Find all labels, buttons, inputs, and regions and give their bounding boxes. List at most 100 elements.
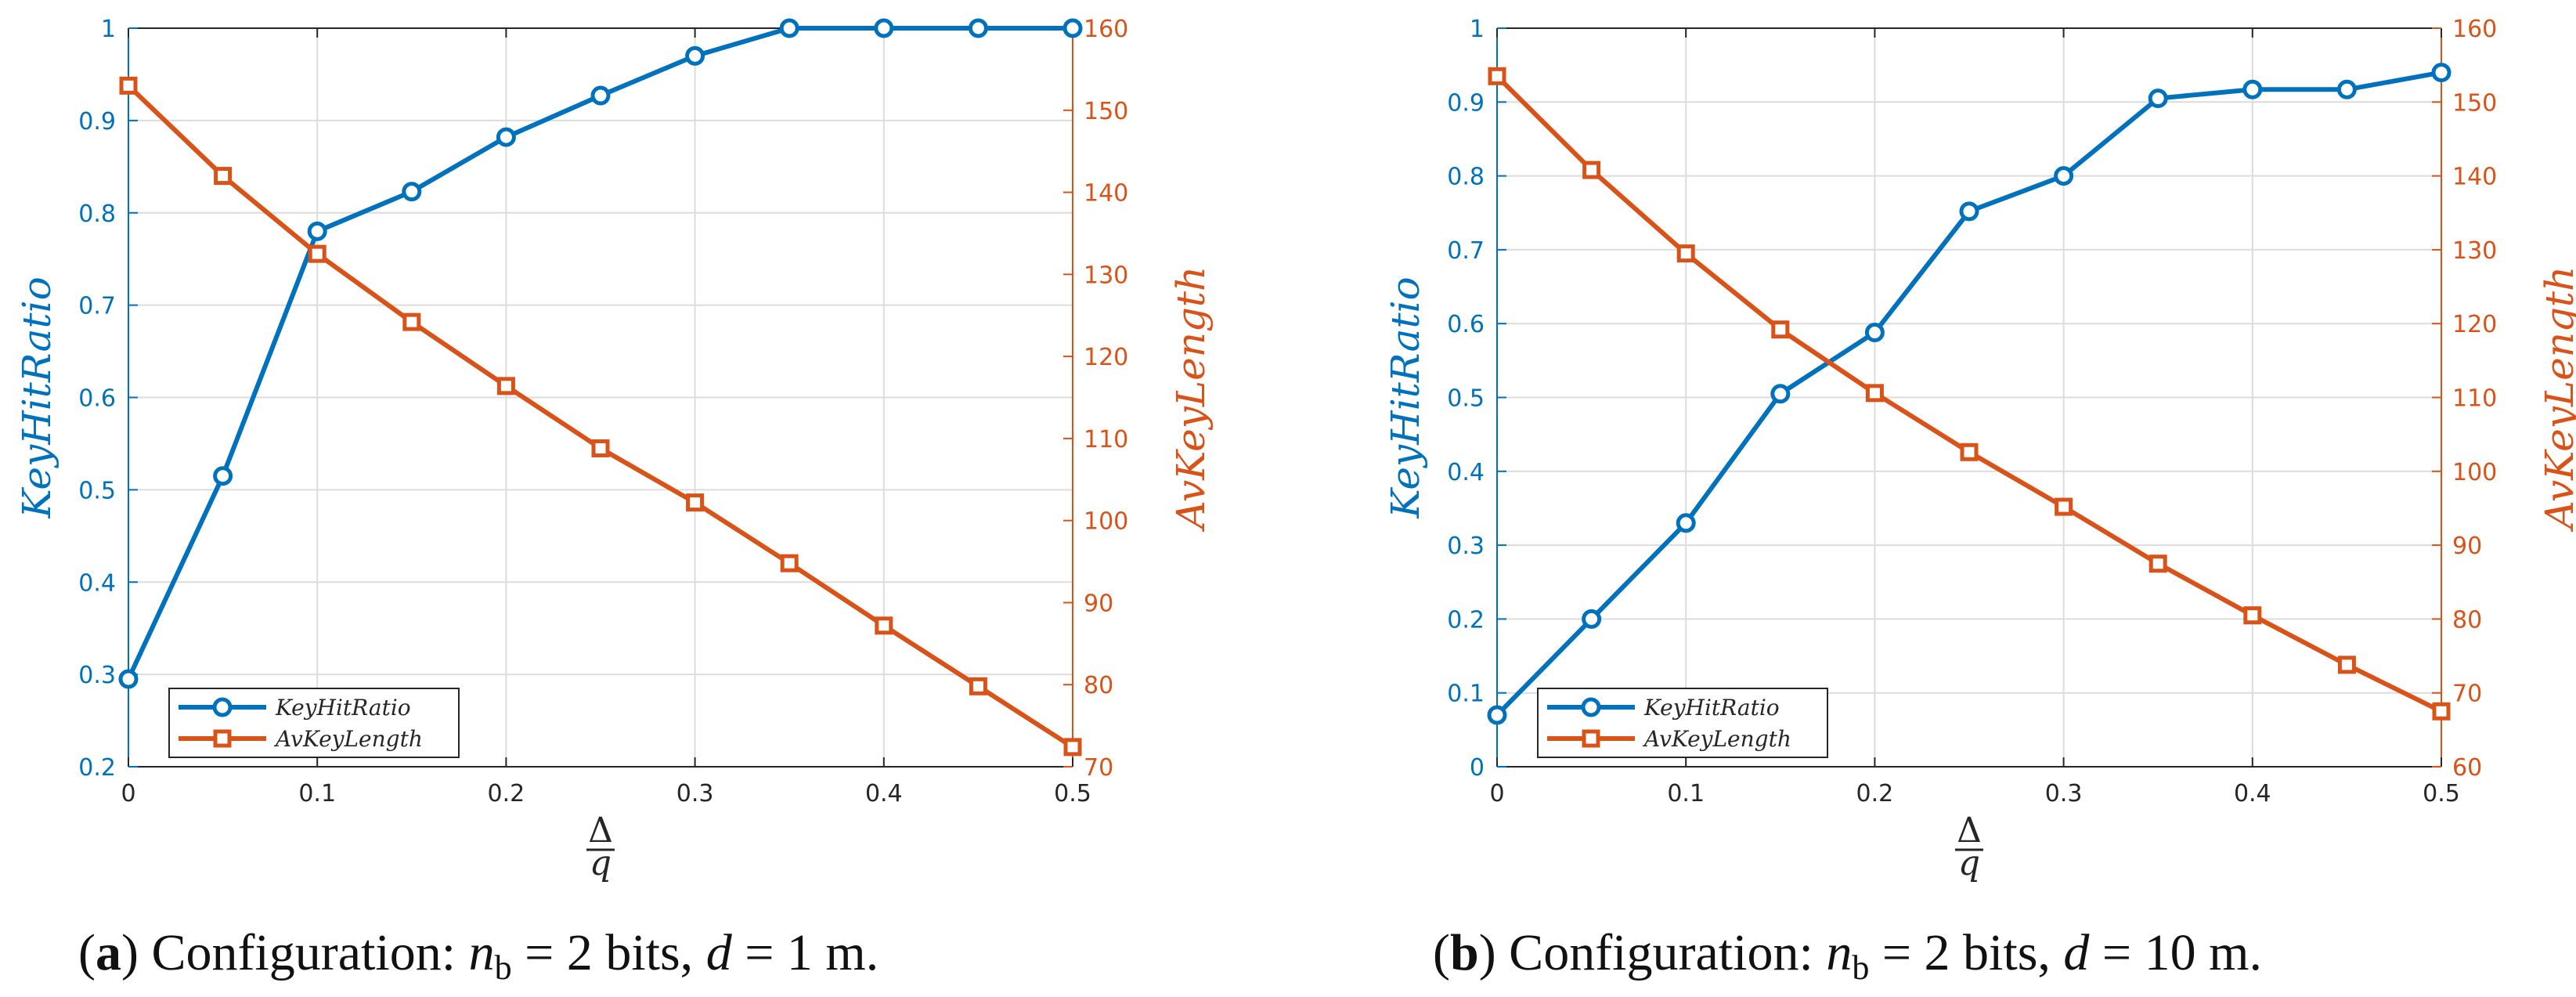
series-AvKeyLength: [119, 76, 1082, 757]
left-y-tick-label: 0.2: [78, 754, 116, 782]
legend-marker-KeyHitRatio: [212, 697, 233, 717]
x-axis-title-denominator: q: [1958, 843, 1980, 883]
caption-var-d: d: [706, 924, 733, 981]
data-point-AvKeyLength: [1771, 320, 1790, 339]
data-point-KeyHitRatio: [1959, 201, 1979, 222]
x-axis-title-denominator: q: [590, 843, 612, 883]
left-y-tick-label: 0.3: [78, 662, 116, 689]
right-y-tick-label: 130: [2452, 237, 2497, 265]
caption-sub: b: [495, 948, 512, 987]
data-point-KeyHitRatio: [1864, 323, 1885, 343]
data-point-KeyHitRatio: [402, 182, 422, 202]
caption-var-d: d: [2063, 924, 2090, 981]
left-y-tick-label: 0.4: [1447, 459, 1485, 486]
chart-panel-a: 0 0.1 0.2 0.3 0.4 0.5 0.2 0.3 0.4 0.5 0.6 0.7 0.8 0.9…: [14, 16, 1214, 987]
x-tick-label: 0.2: [1856, 780, 1894, 807]
caption-label: a: [96, 924, 121, 981]
data-point-KeyHitRatio: [2242, 79, 2263, 99]
right-y-tick-label: 110: [2452, 385, 2497, 413]
right-y-tick-label: 150: [1084, 98, 1128, 125]
x-tick-label: 0.3: [2045, 780, 2083, 807]
data-point-KeyHitRatio: [307, 221, 327, 241]
right-y-tick-label: 140: [1084, 180, 1128, 208]
left-y-tick-label: 0.6: [1447, 311, 1485, 338]
left-y-tick-label: 0.9: [1447, 89, 1485, 117]
caption-var-n: n: [1826, 924, 1852, 981]
caption-text: ) Configuration:: [121, 924, 469, 981]
left-y-tick-label: 1: [101, 16, 116, 43]
caption-text: ) Configuration:: [1479, 924, 1827, 981]
data-point-AvKeyLength: [875, 616, 893, 635]
data-point-KeyHitRatio: [968, 18, 988, 38]
caption-sub: b: [1852, 948, 1869, 987]
x-axis-title: Δq: [1955, 811, 1983, 883]
x-tick-label: 0: [1489, 780, 1504, 807]
right-y-tick-label: 130: [1084, 262, 1128, 289]
data-point-AvKeyLength: [1488, 67, 1506, 85]
legend: KeyHitRatio AvKeyLength: [1537, 688, 1828, 758]
x-axis-title-numerator: Δ: [1957, 811, 1982, 851]
caption: (a) Configuration: nb = 2 bits, d = 1 m.: [78, 924, 879, 987]
left-y-tick-label: 0.9: [78, 108, 116, 135]
left-y-axis-title: KeyHitRatio: [1383, 276, 1428, 518]
right-y-tick-label: 60: [2452, 754, 2482, 782]
x-tick-label: 0: [121, 780, 135, 807]
left-y-tick-label: 0.7: [78, 293, 116, 320]
right-y-tick-label: 140: [2452, 164, 2497, 191]
caption-var-n: n: [469, 924, 495, 981]
right-y-tick-label: 100: [1084, 508, 1128, 536]
data-point-KeyHitRatio: [2054, 166, 2074, 186]
series-line-AvKeyLength: [1495, 74, 2443, 713]
left-y-tick-label: 0.1: [1447, 681, 1485, 708]
right-y-tick-label: 160: [1084, 16, 1128, 43]
data-point-AvKeyLength: [2148, 554, 2167, 573]
left-y-tick-label: 0: [1470, 754, 1485, 782]
data-point-AvKeyLength: [780, 554, 799, 573]
right-y-tick-label: 160: [2452, 16, 2497, 43]
caption-paren: (: [78, 924, 96, 981]
x-tick-label: 0.4: [865, 780, 903, 807]
caption-paren: (: [1433, 924, 1450, 981]
data-point-AvKeyLength: [119, 76, 138, 95]
data-point-KeyHitRatio: [213, 466, 233, 486]
right-y-tick-label: 120: [1084, 344, 1128, 371]
right-y-tick-label: 100: [2452, 459, 2497, 486]
x-tick-label: 0.5: [2423, 780, 2460, 807]
right-y-axis-title: AvKeyLength: [1168, 266, 1214, 532]
right-y-tick-label: 110: [1084, 426, 1128, 453]
data-point-KeyHitRatio: [2431, 63, 2452, 83]
x-tick-label: 0.1: [1667, 780, 1705, 807]
data-point-KeyHitRatio: [118, 669, 139, 689]
data-point-KeyHitRatio: [2148, 89, 2168, 109]
left-y-tick-label: 0.2: [1447, 606, 1485, 634]
data-point-AvKeyLength: [2432, 702, 2451, 721]
legend-label-AvKeyLength: AvKeyLength: [273, 726, 423, 752]
data-point-AvKeyLength: [496, 377, 515, 396]
right-y-axis-title: AvKeyLength: [2537, 266, 2576, 532]
caption-eq: = 2 bits,: [512, 924, 706, 981]
data-point-AvKeyLength: [214, 167, 233, 186]
data-point-KeyHitRatio: [496, 127, 516, 147]
legend-label-KeyHitRatio: KeyHitRatio: [1643, 695, 1780, 721]
x-tick-label: 0.4: [2234, 780, 2271, 807]
data-point-AvKeyLength: [402, 312, 421, 331]
right-y-tick-label: 70: [1084, 754, 1113, 782]
left-y-tick-label: 0.6: [78, 385, 116, 413]
data-point-KeyHitRatio: [1487, 705, 1507, 725]
data-point-AvKeyLength: [1865, 384, 1884, 403]
right-y-tick-label: 90: [2452, 533, 2482, 560]
left-y-axis-title: KeyHitRatio: [14, 276, 60, 518]
data-point-AvKeyLength: [1960, 443, 1979, 461]
chart-panel-b: 0 0.1 0.2 0.3 0.4 0.5 0 0.1 0.2 0.3 0.4 0.5 0.6 0.7 0.…: [1383, 16, 2576, 987]
data-point-AvKeyLength: [686, 493, 705, 512]
series-AvKeyLength: [1488, 67, 2451, 721]
data-point-KeyHitRatio: [685, 45, 705, 66]
series-KeyHitRatio: [1487, 63, 2452, 725]
data-point-KeyHitRatio: [1676, 513, 1696, 533]
left-y-tick-label: 0.3: [1447, 533, 1485, 560]
series-KeyHitRatio: [118, 18, 1083, 689]
data-point-AvKeyLength: [1582, 161, 1601, 179]
legend-marker-AvKeyLength: [1582, 729, 1600, 748]
data-point-AvKeyLength: [2055, 497, 2073, 516]
left-y-tick-label: 0.8: [1447, 164, 1485, 191]
